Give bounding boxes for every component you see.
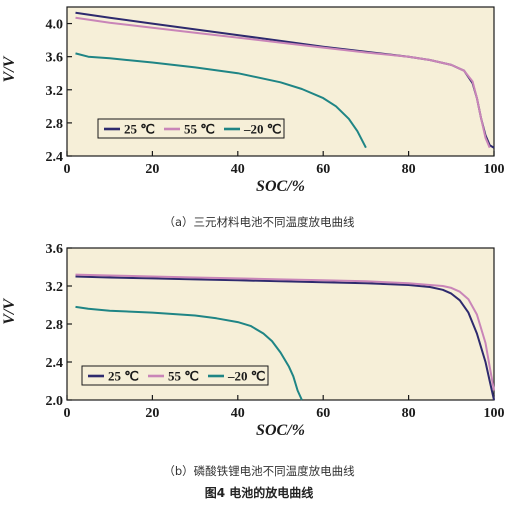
x-axis-label: SOC/% <box>256 178 305 195</box>
series-line-3 <box>75 52 367 149</box>
legend-label-3: –20 ℃ <box>227 369 265 384</box>
x-tick-label: 40 <box>231 406 245 421</box>
caption-b: （b）磷酸铁锂电池不同温度放电曲线 <box>163 464 355 478</box>
y-tick-label: 3.2 <box>46 84 64 99</box>
legend: 25 ℃ 55 ℃ –20 ℃ <box>97 118 285 139</box>
figure-title: 图4 电池的放电曲线 <box>204 486 314 500</box>
y-tick-label: 3.6 <box>46 242 64 257</box>
x-tick-label: 60 <box>316 162 330 177</box>
y-axis-label: V/V <box>1 298 18 325</box>
y-tick-label: 2.8 <box>46 318 64 333</box>
x-tick-label: 80 <box>402 162 416 177</box>
legend-label-2: 55 ℃ <box>184 122 215 137</box>
series-line-1 <box>75 275 495 401</box>
series-line-3 <box>75 305 303 401</box>
chart-a: 0 20 40 60 80 100 2.4 2.8 3.2 3.6 4.0 SOC/% V/V 25 ℃ 5… <box>1 6 505 195</box>
y-tick-label: 3.6 <box>46 51 64 66</box>
x-tick-label: 0 <box>64 162 71 177</box>
x-tick-label: 60 <box>316 406 330 421</box>
x-tick-label: 0 <box>64 406 71 421</box>
x-tick-label: 20 <box>145 406 159 421</box>
x-tick-label: 40 <box>231 162 245 177</box>
y-axis-label: V/V <box>1 55 18 82</box>
series-line-2 <box>75 273 495 391</box>
x-tick-label: 100 <box>484 162 505 177</box>
legend-label-2: 55 ℃ <box>168 369 199 384</box>
caption-a: （a）三元材料电池不同温度放电曲线 <box>163 215 355 229</box>
legend-label-1: 25 ℃ <box>124 122 155 137</box>
y-tick-label: 2.8 <box>46 117 64 132</box>
series-line-2 <box>75 16 491 149</box>
legend: 25 ℃ 55 ℃ –20 ℃ <box>81 365 269 386</box>
x-axis-label: SOC/% <box>256 422 305 439</box>
y-tick-label: 2.4 <box>46 150 64 165</box>
legend-label-3: –20 ℃ <box>243 122 281 137</box>
legend-box <box>81 365 269 386</box>
y-tick-label: 2.0 <box>46 394 64 409</box>
y-tick-label: 2.4 <box>46 356 64 371</box>
x-tick-label: 100 <box>484 406 505 421</box>
x-tick-label: 80 <box>402 406 416 421</box>
y-tick-label: 4.0 <box>46 18 64 33</box>
legend-label-1: 25 ℃ <box>108 369 139 384</box>
chart-b: 0 20 40 60 80 100 2.0 2.4 2.8 3.2 3.6 SOC/% V/V 25 ℃ 5… <box>1 242 505 439</box>
y-tick-label: 3.2 <box>46 280 64 295</box>
legend-box <box>97 118 285 139</box>
x-tick-label: 20 <box>145 162 159 177</box>
